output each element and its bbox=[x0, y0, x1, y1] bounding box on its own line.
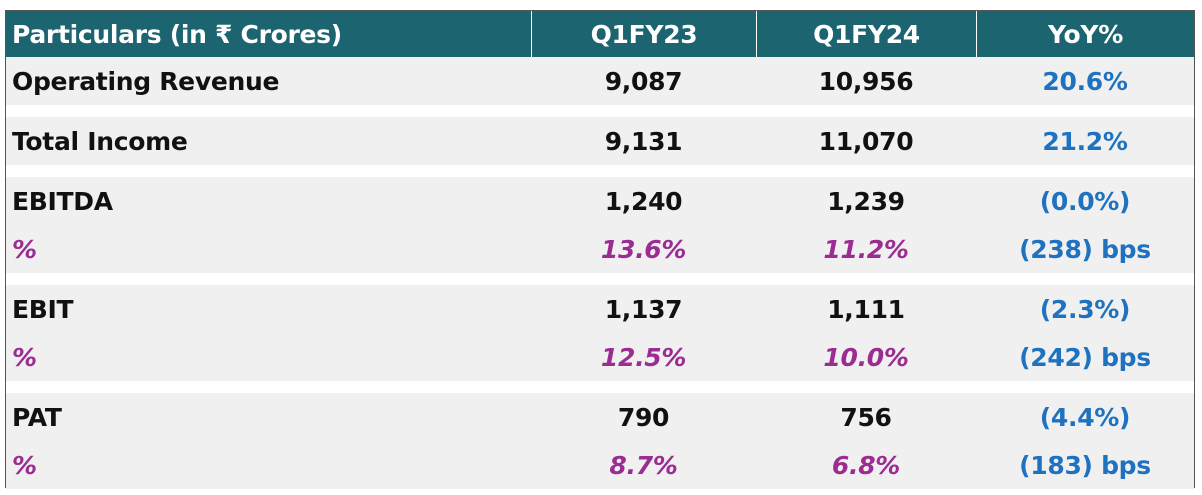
header-cell: Particulars (in ₹ Crores) bbox=[12, 19, 342, 49]
header-row: Particulars (in ₹ Crores) Q1FY23 Q1FY24 … bbox=[6, 11, 1194, 57]
row-label: % bbox=[12, 450, 37, 480]
value-cell: 790 bbox=[617, 402, 670, 432]
value-cell: 6.8% bbox=[831, 450, 901, 480]
table-row: PAT 790 756 (4.4%) bbox=[6, 393, 1194, 441]
row-group: EBIT 1,137 1,111 (2.3%)% 12.5% 10.0% (242) bps bbox=[6, 285, 1194, 381]
row-label: PAT bbox=[12, 402, 62, 432]
row-label: EBITDA bbox=[12, 186, 113, 216]
row-label: EBIT bbox=[12, 294, 74, 324]
table-row: EBITDA 1,240 1,239 (0.0%) bbox=[6, 177, 1194, 225]
value-cell: 11,070 bbox=[818, 126, 914, 156]
table-row: EBIT 1,137 1,111 (2.3%) bbox=[6, 285, 1194, 333]
value-cell: (4.4%) bbox=[1039, 402, 1131, 432]
value-cell: (183) bps bbox=[1019, 450, 1151, 480]
table-row: Operating Revenue 9,087 10,956 20.6% bbox=[6, 57, 1194, 105]
row-group: Operating Revenue 9,087 10,956 20.6% bbox=[6, 57, 1194, 105]
value-cell: 10.0% bbox=[823, 342, 909, 372]
row-group: Total Income 9,131 11,070 21.2% bbox=[6, 117, 1194, 165]
value-cell: 8.7% bbox=[609, 450, 678, 480]
value-cell: 10,956 bbox=[818, 66, 914, 96]
value-cell: (238) bps bbox=[1019, 234, 1151, 264]
row-label: % bbox=[12, 342, 37, 372]
header-cell: YoY% bbox=[976, 11, 1194, 57]
row-group: PAT 790 756 (4.4%)% 8.7% 6.8% (183) bps bbox=[6, 393, 1194, 489]
table: Particulars (in ₹ Crores) Q1FY23 Q1FY24 … bbox=[5, 10, 1195, 489]
value-cell: 9,087 bbox=[604, 66, 683, 96]
value-cell: 1,240 bbox=[604, 186, 683, 216]
value-cell: 12.5% bbox=[600, 342, 687, 372]
value-cell: 11.2% bbox=[823, 234, 909, 264]
value-cell: 756 bbox=[840, 402, 892, 432]
value-cell: 13.6% bbox=[600, 234, 687, 264]
row-group: EBITDA 1,240 1,239 (0.0%)% 13.6% 11.2% (238) b… bbox=[6, 177, 1194, 273]
row-label: % bbox=[12, 234, 37, 264]
value-cell: 1,239 bbox=[827, 186, 905, 216]
table-row: Total Income 9,131 11,070 21.2% bbox=[6, 117, 1194, 165]
value-cell: 20.6% bbox=[1042, 66, 1128, 96]
value-cell: 1,111 bbox=[827, 294, 905, 324]
row-label: Total Income bbox=[12, 126, 188, 156]
table-row: % 8.7% 6.8% (183) bps bbox=[6, 441, 1194, 489]
value-cell: (0.0%) bbox=[1039, 186, 1131, 216]
table-row: % 13.6% 11.2% (238) bps bbox=[6, 225, 1194, 273]
value-cell: (242) bps bbox=[1019, 342, 1151, 372]
value-cell: 9,131 bbox=[604, 126, 683, 156]
header-cell: Q1FY23 bbox=[531, 11, 756, 57]
value-cell: (2.3%) bbox=[1039, 294, 1131, 324]
row-label: Operating Revenue bbox=[12, 66, 280, 96]
table-row: % 12.5% 10.0% (242) bps bbox=[6, 333, 1194, 381]
value-cell: 1,137 bbox=[604, 294, 683, 324]
header-cell: Q1FY24 bbox=[756, 11, 976, 57]
value-cell: 21.2% bbox=[1042, 126, 1128, 156]
